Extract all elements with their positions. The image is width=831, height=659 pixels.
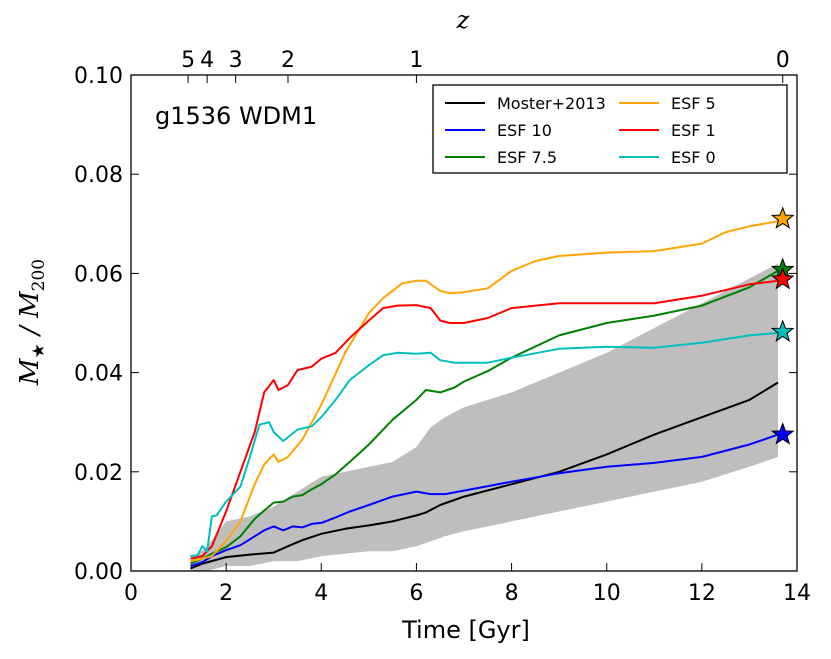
series-line-esf-7-5 (190, 270, 779, 565)
star-marker-esf-1 (770, 266, 795, 290)
legend-label: ESF 7.5 (497, 148, 557, 167)
star-marker-esf-0 (770, 319, 795, 342)
top-tick-label: 5 (181, 48, 195, 73)
series-layer (190, 220, 779, 570)
y-axis-title-sep: / (15, 318, 45, 343)
x-tick-label: 12 (688, 581, 716, 606)
plot-frame (130, 74, 798, 572)
y-axis-title: M★ / M200 (15, 259, 49, 386)
top-tick-label: 0 (776, 48, 790, 73)
y-tick-label: 0.04 (74, 362, 123, 387)
series-line-esf-1 (190, 279, 779, 560)
legend-label: Moster+2013 (497, 94, 606, 113)
star-marker-esf-10 (770, 422, 795, 445)
x-tick-label: 8 (505, 581, 519, 606)
tick-layer (130, 74, 798, 572)
x-tick-label: 4 (314, 581, 328, 606)
top-tick-label: 4 (200, 48, 214, 73)
panel-label: g1536 WDM1 (155, 102, 317, 130)
y-axis-title-den: M (15, 290, 45, 319)
y-axis-title-main-sub: ★ (29, 343, 49, 358)
x-tick-label: 2 (219, 581, 233, 606)
x-tick-label: 10 (593, 581, 621, 606)
label-layer: 0 2 4 6 8 10 12 140.000.020.040.060.080.105 4 3 2 1… (74, 48, 811, 606)
marker-layer (770, 206, 795, 445)
top-axis-title: z (456, 6, 470, 34)
y-tick-label: 0.10 (74, 64, 123, 89)
top-tick-label: 2 (281, 48, 295, 73)
y-axis-title-main: M (15, 357, 45, 386)
legend-label: ESF 0 (671, 148, 716, 167)
y-tick-label: 0.00 (74, 560, 123, 585)
series-line-esf-0 (190, 331, 779, 558)
x-tick-label: 6 (409, 581, 423, 606)
star-marker-esf-5 (770, 206, 795, 229)
y-tick-label: 0.02 (74, 461, 123, 486)
top-tick-label: 3 (229, 48, 243, 73)
legend-label: ESF 1 (671, 121, 716, 140)
x-tick-label: 0 (124, 581, 138, 606)
series-line-esf-10 (190, 433, 779, 567)
shaded-band (190, 263, 778, 571)
legend-label: ESF 5 (671, 94, 716, 113)
x-tick-label: 14 (783, 581, 811, 606)
y-axis-title-den-sub: 200 (29, 259, 49, 291)
series-line-esf-5 (190, 220, 779, 563)
y-tick-label: 0.06 (74, 262, 123, 287)
legend: Moster+2013 ESF 10 ESF 7.5 ESF 5 ESF 1 ESF 0 (432, 84, 788, 174)
series-line-moster-2013 (190, 381, 779, 570)
band-layer (190, 263, 778, 571)
x-axis-title: Time [Gyr] (401, 616, 530, 644)
legend-label: ESF 10 (497, 121, 552, 140)
top-tick-label: 1 (409, 48, 423, 73)
y-tick-label: 0.08 (74, 163, 123, 188)
legend-box (432, 84, 788, 174)
